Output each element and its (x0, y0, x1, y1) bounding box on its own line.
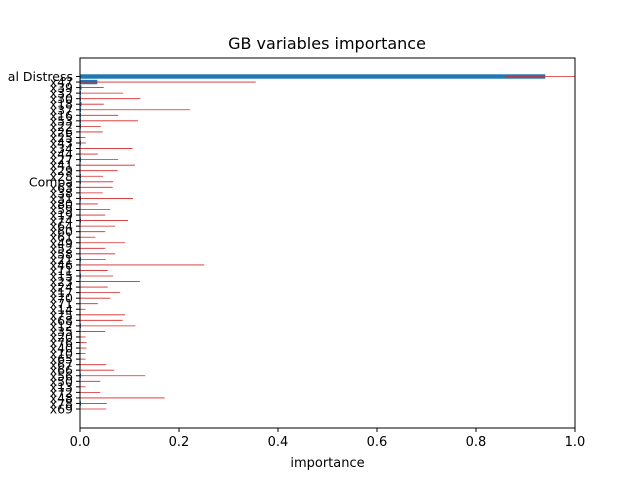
x-tick-label: 1.0 (565, 435, 586, 450)
x-axis-title: importance (290, 456, 364, 471)
bar (80, 74, 545, 78)
plot-frame (80, 58, 575, 428)
x-tick-label: 0.2 (169, 435, 190, 450)
x-axis: 0.0 0.2 0.4 0.6 0.8 1.0 (70, 428, 586, 450)
y-tick-label: x69 (50, 402, 73, 417)
x-tick-label: 0.4 (268, 435, 289, 450)
error-bars-group (80, 77, 575, 410)
x-tick-label: 0.0 (70, 435, 91, 450)
chart-title: GB variables importance (228, 34, 426, 53)
x-tick-label: 0.6 (367, 435, 388, 450)
y-axis: al Distressx47x39x32x30x18x37x16x53x22x2… (8, 69, 80, 417)
x-tick-label: 0.8 (466, 435, 487, 450)
bars-group (80, 74, 545, 411)
